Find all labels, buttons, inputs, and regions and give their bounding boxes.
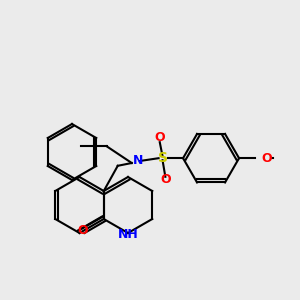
Text: NH: NH xyxy=(118,229,138,242)
Text: O: O xyxy=(78,224,88,237)
Text: O: O xyxy=(154,131,165,144)
Text: O: O xyxy=(160,173,171,186)
Text: S: S xyxy=(158,151,168,165)
Text: O: O xyxy=(262,152,272,165)
Text: N: N xyxy=(133,154,143,167)
